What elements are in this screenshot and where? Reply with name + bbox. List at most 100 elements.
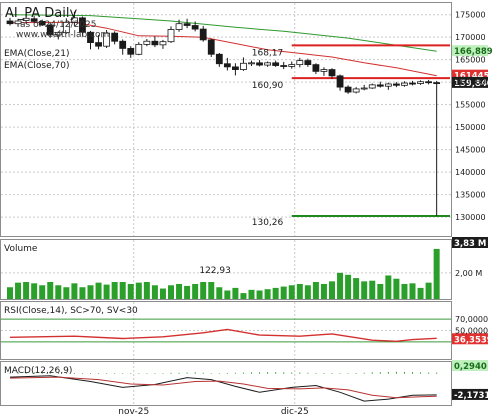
volume-bar (47, 282, 54, 299)
volume-bar (248, 289, 255, 299)
svg-text:159,840: 159,840 (454, 79, 493, 89)
volume-bar (369, 280, 376, 299)
volume-bar (184, 285, 191, 299)
candle (167, 26, 175, 44)
candle (30, 16, 38, 23)
volume-bar (15, 282, 22, 299)
volume-bar (409, 283, 416, 299)
volume-bar (192, 283, 199, 299)
volume-bar (288, 285, 295, 299)
volume-bar (280, 286, 287, 299)
y-tick-label: 140000 (455, 168, 486, 177)
macd-title: MACD(12,26,9) (4, 366, 72, 376)
candle (79, 16, 86, 36)
indicator-label-ema70: EMA(Close,70) (4, 61, 69, 71)
volume-bar (312, 282, 319, 299)
volume-bar (63, 287, 70, 299)
volume-bar (71, 283, 78, 299)
candle (38, 19, 46, 26)
candle (199, 25, 207, 42)
volume-bar (361, 281, 368, 299)
candle (417, 80, 424, 85)
candle (151, 36, 159, 48)
ema70-line (9, 14, 437, 52)
volume-bar (425, 282, 432, 299)
volume-bar (232, 287, 239, 299)
candle (368, 83, 376, 89)
y-tick-label: 150000 (455, 123, 486, 132)
candle (223, 57, 231, 71)
volume-bar (159, 288, 166, 299)
ema21-line (9, 21, 437, 77)
volume-bar (23, 282, 30, 299)
svg-text:-2,1731: -2,1731 (454, 391, 490, 401)
candle (320, 67, 328, 76)
volume-annotation: 122,93 (199, 266, 231, 276)
price-level-label: 130,26 (252, 218, 284, 228)
source-watermark: www.wealth-lab.com (16, 30, 109, 40)
candle (71, 11, 78, 26)
candle (288, 61, 296, 69)
y-tick-label: 175000 (455, 11, 486, 20)
candle (401, 81, 408, 87)
volume-bar (329, 281, 335, 299)
candle (207, 38, 215, 57)
candle (344, 85, 352, 94)
svg-text:0,2940: 0,2940 (454, 362, 487, 372)
volume-title: Volume (4, 244, 38, 254)
rsi-tick-label: 50,0000 (455, 327, 488, 336)
svg-text:36,3539: 36,3539 (454, 335, 493, 345)
volume-bar (127, 283, 134, 299)
rsi-line (9, 328, 437, 343)
candle (22, 16, 30, 24)
candle (103, 29, 110, 48)
candle (62, 18, 70, 35)
volume-bar (393, 278, 400, 299)
candle (111, 31, 119, 45)
candle (183, 18, 191, 29)
rsi-tick-label: 70,0000 (455, 315, 488, 324)
volume-bar (417, 287, 424, 299)
candle (175, 19, 183, 32)
candle (127, 46, 135, 58)
x-tick-label: dic-25 (281, 407, 309, 417)
last-value-tag: 0,2940 (452, 360, 488, 372)
volume-bar (337, 272, 344, 299)
candle (280, 61, 288, 70)
x-tick-label: nov-25 (118, 407, 149, 417)
candle (409, 80, 416, 86)
last-value-tag: 161445 (452, 69, 490, 82)
volume-bar (377, 283, 384, 299)
volume-bar (31, 283, 38, 299)
candle (87, 30, 94, 50)
candle (240, 57, 247, 71)
candle (336, 74, 344, 91)
y-tick-label: 160000 (455, 78, 486, 87)
candle (231, 63, 239, 76)
candle (191, 21, 199, 32)
price-level-label: 160,90 (252, 81, 284, 91)
volume-bar (7, 287, 13, 299)
svg-text:3,83 M: 3,83 M (454, 239, 486, 249)
volume-bar (401, 283, 408, 299)
rsi-title: RSI(Close,14), SC>70, SV<30 (4, 306, 138, 316)
volume-bar (119, 282, 126, 299)
svg-text:166,889: 166,889 (454, 47, 493, 57)
volume-bar (433, 248, 440, 299)
candle (143, 38, 151, 47)
volume-bar (304, 285, 311, 299)
volume-bar (272, 287, 279, 299)
volume-bar (39, 285, 46, 299)
volume-bar (345, 274, 352, 299)
volume-bar (168, 285, 174, 299)
volume-bar (208, 282, 215, 299)
candle (54, 31, 62, 40)
volume-bar (55, 285, 62, 299)
candle (264, 61, 272, 67)
volume-bar (95, 282, 102, 299)
chart-title: AI_PA Daily (5, 6, 77, 21)
volume-bar (200, 282, 207, 299)
candle (95, 34, 102, 50)
volume-bar (385, 275, 392, 299)
